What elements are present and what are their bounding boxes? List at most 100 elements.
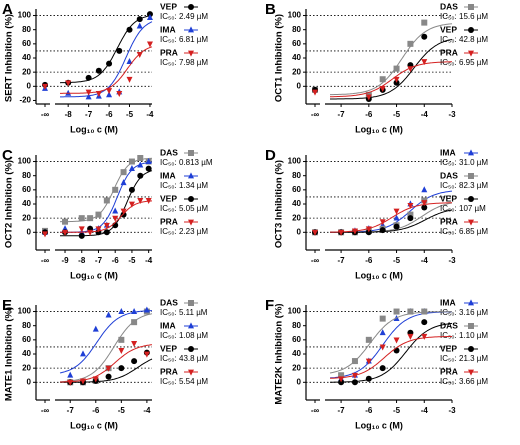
point [312, 229, 318, 236]
panel-letter: E [2, 297, 12, 314]
x-break-label: -∞ [41, 110, 50, 119]
y-tick-label: 0 [297, 227, 302, 236]
legend-ic50: IC₅₀: 2.49 µM [160, 12, 208, 21]
legend-marker [188, 300, 194, 306]
x-tick-label: -4 [421, 256, 429, 265]
y-tick-label: 100 [288, 307, 302, 316]
point [103, 197, 110, 204]
fit-curve [329, 311, 452, 379]
y-tick-label: 80 [22, 321, 31, 330]
fit-curve [330, 336, 452, 379]
point [351, 372, 358, 379]
legend-marker [468, 50, 474, 57]
point [393, 65, 400, 72]
x-tick-label: -6 [365, 110, 373, 119]
point [407, 308, 414, 315]
point [145, 198, 152, 205]
panel-letter: D [265, 147, 276, 164]
point [118, 365, 125, 372]
point [421, 33, 428, 40]
legend-ic50: IC₅₀: 6.81 µM [160, 35, 208, 44]
point [379, 86, 386, 93]
legend-marker [468, 323, 474, 329]
x-tick-label: -5 [126, 110, 134, 119]
legend-marker [188, 196, 194, 202]
point [407, 66, 414, 73]
legend-marker [188, 219, 194, 226]
point [80, 378, 86, 385]
legend-label: DAS [440, 1, 458, 11]
point [338, 229, 345, 236]
point [393, 208, 400, 215]
point [95, 211, 102, 218]
x-tick-label: -5 [128, 256, 136, 265]
x-tick-label: -5 [118, 406, 126, 415]
legend-label: VEP [440, 343, 457, 353]
point [106, 91, 113, 98]
point [393, 214, 400, 221]
point [126, 76, 133, 83]
point [62, 229, 69, 236]
point [365, 358, 372, 365]
fit-curve [60, 344, 153, 383]
point [407, 40, 414, 47]
legend-ic50: IC₅₀: 1.10 µM [440, 331, 488, 340]
y-tick-label: 0 [27, 377, 32, 386]
legend-ic50: IC₅₀: 3.66 µM [440, 377, 488, 386]
point [379, 315, 386, 322]
x-tick-label: -7 [85, 110, 93, 119]
fit-curve [60, 358, 153, 383]
y-tick-label: 0 [27, 227, 32, 236]
y-tick-label: 40 [22, 199, 31, 208]
point [103, 222, 110, 229]
point [131, 307, 138, 314]
point [137, 161, 144, 168]
y-tick-label: 100 [288, 157, 302, 166]
point [78, 215, 85, 222]
point [128, 186, 135, 193]
legend-label: IMA [440, 147, 456, 157]
x-break-label: -∞ [311, 256, 320, 265]
legend-label: DAS [440, 320, 458, 330]
point [87, 229, 94, 236]
x-break-label: -∞ [41, 406, 50, 415]
point [92, 376, 99, 383]
fit-curve [330, 61, 452, 98]
point [62, 225, 69, 232]
point [421, 319, 428, 326]
point [131, 358, 138, 365]
x-tick-label: -3 [448, 110, 456, 119]
point [65, 80, 72, 87]
legend-label: PRA [440, 366, 458, 376]
point [365, 375, 372, 382]
point [407, 215, 414, 222]
y-tick-label: 60 [22, 185, 31, 194]
point [85, 89, 92, 96]
x-tick-label: -6 [106, 110, 114, 119]
point [379, 344, 386, 351]
fit-curve [60, 46, 153, 94]
legend-label: DAS [160, 297, 178, 307]
legend-marker [188, 26, 194, 33]
point [365, 336, 372, 343]
point [67, 371, 74, 378]
point [106, 88, 113, 95]
point [351, 379, 358, 386]
point [95, 90, 102, 97]
legend-ic50: IC₅₀: 6.85 µM [440, 227, 488, 236]
point [80, 350, 86, 357]
y-axis-label: OCT3 Inhibition (%) [274, 160, 285, 248]
fit-curve [330, 202, 452, 233]
legend-marker [468, 149, 474, 156]
legend-marker [468, 196, 474, 202]
point [393, 76, 400, 83]
legend-marker [468, 173, 474, 179]
x-tick-label: -3 [448, 256, 456, 265]
legend-ic50: IC₅₀: 3.16 µM [440, 308, 488, 317]
x-tick-label: -4 [143, 406, 151, 415]
legend-ic50: IC₅₀: 15.6 µM [440, 12, 488, 21]
y-tick-label: 0 [297, 377, 302, 386]
point [312, 89, 318, 96]
fit-curve [59, 15, 153, 84]
